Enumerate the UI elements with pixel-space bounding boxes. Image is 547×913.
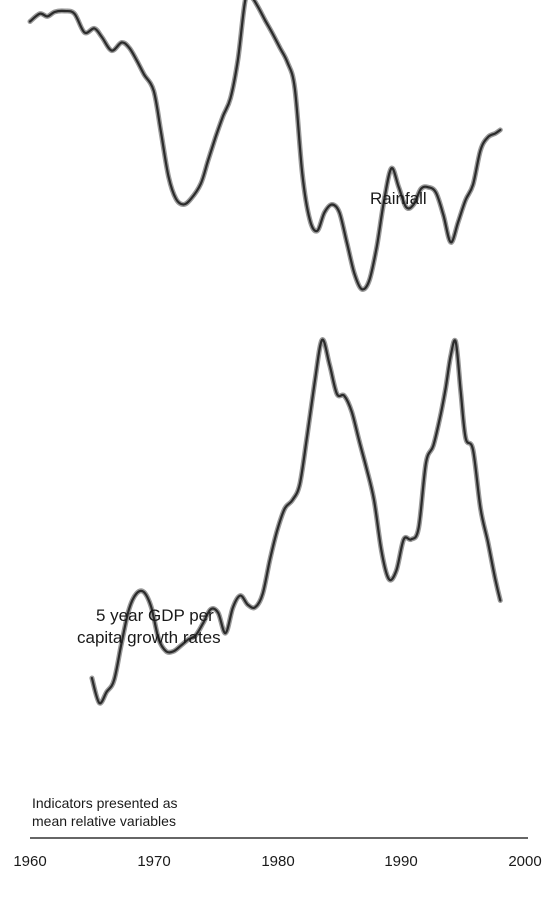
x-tick-label: 1980 [261, 853, 294, 870]
note-line-2: mean relative variables [32, 813, 176, 829]
gdp-growth-series-halo [89, 337, 503, 706]
note-line-1: Indicators presented as [32, 795, 178, 811]
series-layer [27, 0, 503, 706]
gdp-growth-series-line [90, 338, 502, 705]
gdp-label-line-1: 5 year GDP per [96, 606, 214, 625]
rainfall-series-halo [27, 0, 503, 292]
rainfall-label: Rainfall [370, 189, 427, 208]
rainfall-series-line [28, 0, 502, 291]
x-tick-label: 1970 [137, 853, 170, 870]
series-labels: Rainfall 5 year GDP per capita growth ra… [77, 189, 427, 647]
x-tick-label: 2000 [508, 853, 541, 870]
x-tick-label: 1960 [13, 853, 46, 870]
gdp-label-line-2: capita growth rates [77, 628, 221, 647]
x-tick-label: 1990 [384, 853, 417, 870]
x-axis-ticks: 1960 1970 1980 1990 2000 [13, 853, 541, 870]
axis-note: Indicators presented as mean relative va… [32, 795, 178, 829]
